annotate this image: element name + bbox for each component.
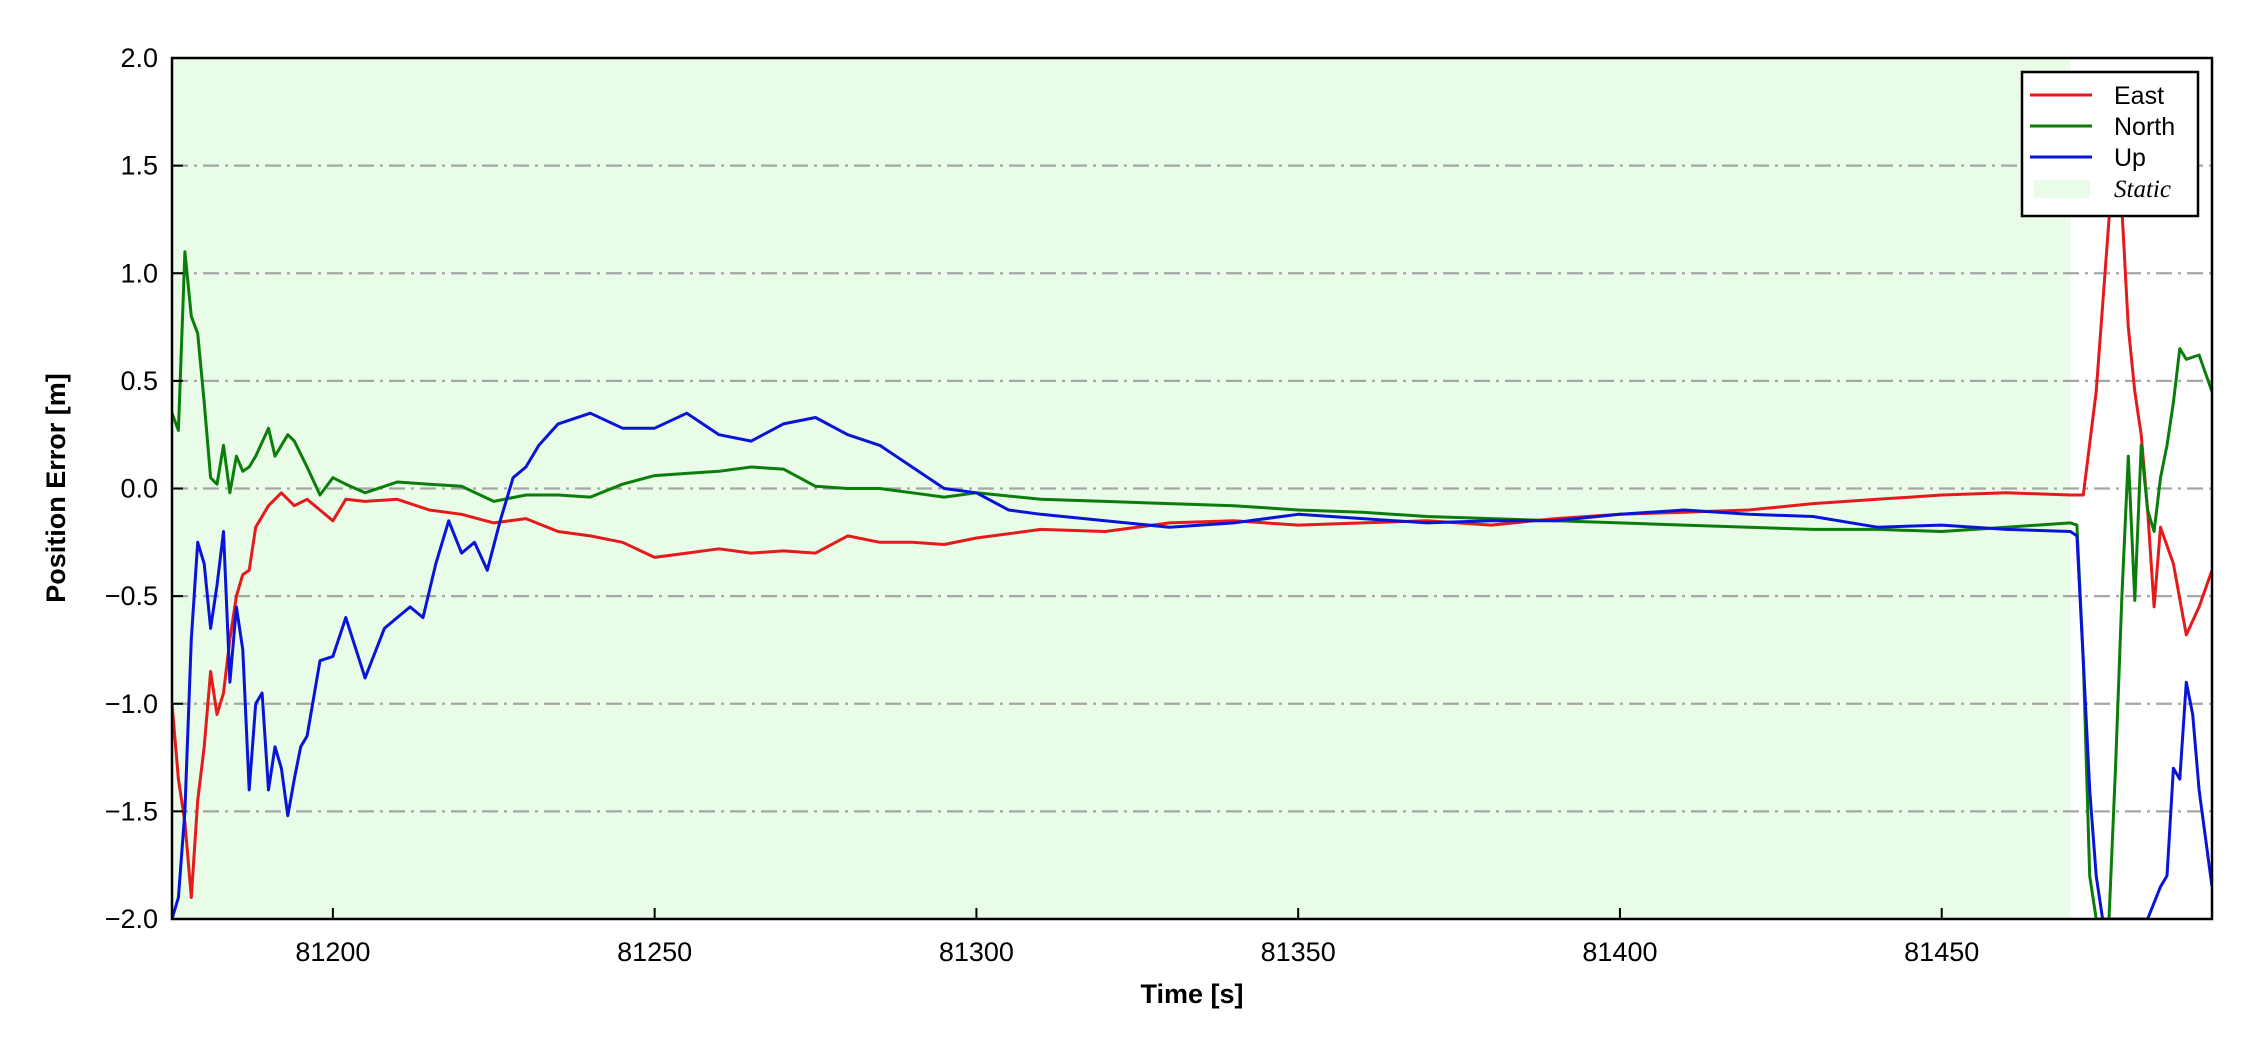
x-tick-label: 81350 bbox=[1261, 937, 1336, 967]
x-ticks: 81200 81250 81300 81350 81400 81450 bbox=[295, 908, 1979, 967]
x-tick-label: 81400 bbox=[1582, 937, 1657, 967]
y-tick-label: −2.0 bbox=[105, 904, 158, 934]
y-tick-label: 2.0 bbox=[120, 43, 158, 73]
legend-label-up: Up bbox=[2114, 144, 2146, 172]
x-tick-label: 81450 bbox=[1904, 937, 1979, 967]
series-line-east bbox=[172, 164, 2212, 899]
x-axis-label: Time [s] bbox=[1140, 979, 1243, 1009]
legend-label-east: East bbox=[2114, 82, 2164, 110]
legend-swatch-static bbox=[2034, 180, 2090, 198]
legend-label-static: Static bbox=[2114, 176, 2171, 203]
y-tick-label: 0.5 bbox=[120, 366, 158, 396]
y-tick-label: 1.5 bbox=[120, 151, 158, 181]
y-tick-label: −0.5 bbox=[105, 581, 158, 611]
series-line-up bbox=[172, 411, 2212, 919]
legend: East North Up Static bbox=[2020, 70, 2200, 218]
y-tick-label: 0.0 bbox=[120, 474, 158, 504]
x-tick-label: 81200 bbox=[295, 937, 370, 967]
y-ticks: −2.0 −1.5 −1.0 −0.5 0.0 0.5 1.0 1.5 2.0 bbox=[105, 43, 183, 934]
legend-label-north: North bbox=[2114, 113, 2175, 141]
y-tick-label: −1.5 bbox=[105, 796, 158, 826]
x-tick-label: 81300 bbox=[939, 937, 1014, 967]
x-tick-label: 81250 bbox=[617, 937, 692, 967]
series-lines bbox=[172, 164, 2212, 919]
y-tick-label: 1.0 bbox=[120, 258, 158, 288]
series-line-north bbox=[172, 250, 2212, 919]
y-axis-label: Position Error [m] bbox=[41, 373, 71, 603]
y-tick-label: −1.0 bbox=[105, 689, 158, 719]
